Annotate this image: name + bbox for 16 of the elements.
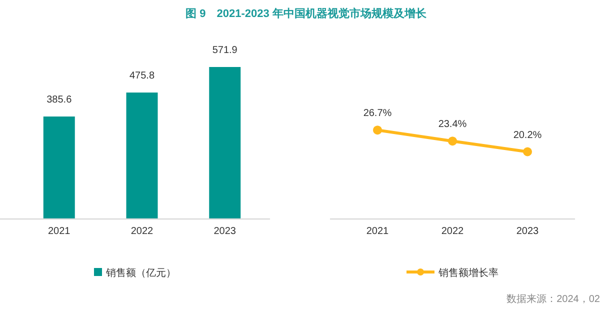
x-tick-label: 2021 — [366, 226, 390, 237]
data-label: 475.8 — [129, 70, 155, 82]
source-note: 数据来源：2024，02 — [506, 293, 600, 305]
x-tick-label: 2021 — [48, 226, 71, 237]
x-tick-label: 2023 — [516, 226, 540, 237]
data-label: 23.4% — [438, 119, 467, 130]
x-tick-label: 2023 — [214, 226, 236, 237]
data-label: 20.2% — [513, 130, 542, 141]
data-label: 571.9 — [212, 45, 238, 56]
data-label: 26.7% — [363, 108, 392, 120]
data-label: 385.6 — [46, 94, 72, 106]
x-tick-label: 2022 — [130, 226, 154, 237]
text: 图 9 2021-2023 年中国机器视觉市场规模及增长 — [186, 7, 428, 20]
legend-label: 销售额（亿元） — [105, 267, 176, 279]
x-tick-label: 2022 — [441, 226, 464, 237]
legend-label: 销售额增长率 — [438, 267, 498, 279]
